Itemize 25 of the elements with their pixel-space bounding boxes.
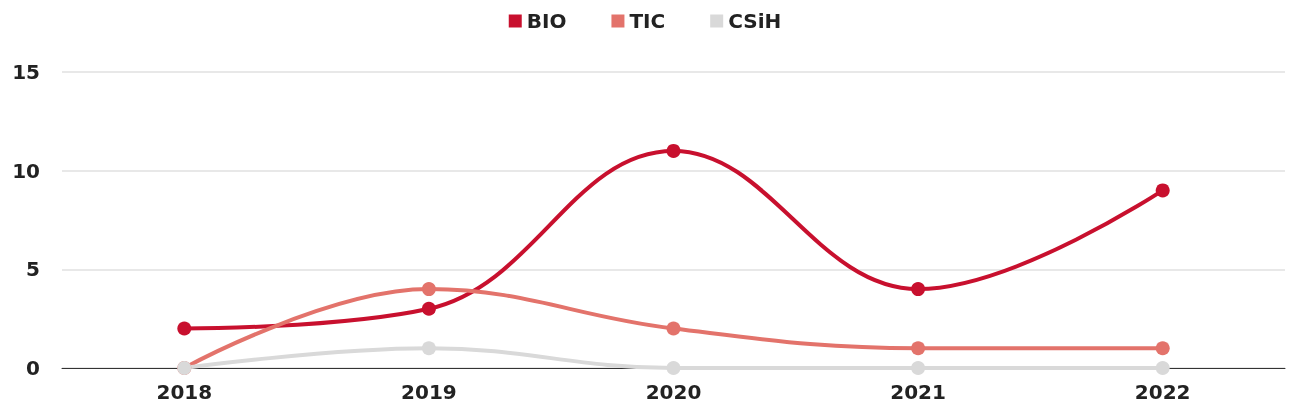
x-tick-label: 2020	[645, 380, 702, 404]
point	[1155, 183, 1170, 198]
x-tick-label: 2019	[401, 380, 457, 404]
y-tick-label: 0	[26, 356, 40, 380]
y-tick-label: 5	[26, 257, 40, 282]
legend-label: BIO	[526, 9, 567, 33]
point	[666, 321, 681, 336]
y-tick-label: 10	[12, 158, 40, 183]
point	[421, 301, 436, 316]
point	[1155, 361, 1170, 375]
point	[177, 321, 192, 336]
x-tick-label: 2018	[156, 380, 213, 404]
x-tick-label: 2022	[1134, 380, 1191, 404]
point	[911, 282, 926, 297]
point	[1155, 341, 1170, 356]
legend-label: CSiH	[728, 9, 782, 33]
y-tick-label: 15	[12, 60, 40, 84]
point	[666, 361, 681, 375]
x-tick-label: 2021	[890, 380, 946, 404]
point	[421, 282, 436, 297]
point	[666, 143, 681, 158]
point	[421, 341, 436, 356]
legend-label: TIC	[629, 9, 666, 33]
point	[911, 341, 926, 356]
point	[911, 361, 926, 375]
